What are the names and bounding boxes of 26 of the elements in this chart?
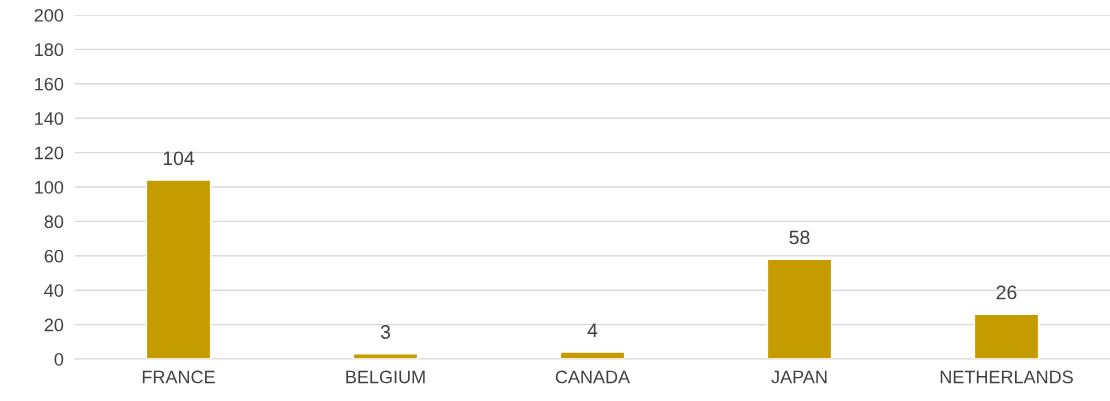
data-label: 58 bbox=[789, 230, 810, 245]
x-tick-label: CANADA bbox=[555, 370, 631, 384]
data-label: 26 bbox=[996, 285, 1017, 300]
y-tick-label: 180 bbox=[35, 43, 64, 57]
bar bbox=[559, 351, 626, 359]
data-label: 4 bbox=[587, 323, 598, 337]
bar bbox=[145, 179, 212, 359]
y-tick-label: 60 bbox=[44, 249, 64, 263]
y-tick-label: 140 bbox=[35, 112, 64, 125]
bar bbox=[352, 353, 419, 359]
y-tick-label: 100 bbox=[35, 180, 64, 194]
y-tick-label: 20 bbox=[44, 318, 64, 332]
bar bbox=[766, 258, 833, 359]
data-label: 104 bbox=[163, 151, 195, 166]
data-label: 3 bbox=[380, 325, 391, 339]
bar bbox=[973, 313, 1040, 359]
x-tick-label: BELGIUM bbox=[346, 370, 425, 384]
x-tick-label: NETHERLANDS bbox=[940, 370, 1073, 384]
y-tick-label: 160 bbox=[35, 77, 64, 91]
y-tick-label: 0 bbox=[54, 352, 64, 366]
y-tick-label: 200 bbox=[34, 8, 64, 22]
x-tick-label: JAPAN bbox=[771, 370, 827, 384]
y-tick-label: 120 bbox=[35, 146, 64, 160]
y-tick-label: 40 bbox=[44, 284, 64, 297]
x-tick-label: FRANCE bbox=[142, 370, 215, 384]
y-tick-label: 80 bbox=[44, 215, 64, 229]
